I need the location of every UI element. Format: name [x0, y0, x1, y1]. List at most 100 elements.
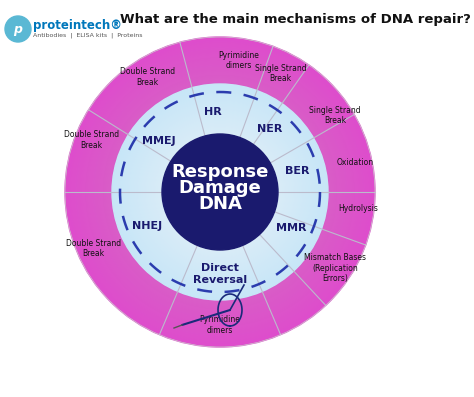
- Circle shape: [212, 184, 228, 200]
- Circle shape: [144, 116, 296, 268]
- Circle shape: [79, 50, 362, 333]
- Circle shape: [151, 123, 289, 261]
- Circle shape: [92, 64, 348, 320]
- Text: Pyrimidine
dimers: Pyrimidine dimers: [218, 50, 259, 70]
- Circle shape: [204, 176, 236, 208]
- Circle shape: [145, 116, 296, 268]
- Circle shape: [212, 184, 228, 200]
- Circle shape: [162, 134, 278, 250]
- Circle shape: [148, 120, 292, 264]
- Text: NER: NER: [256, 124, 282, 134]
- Circle shape: [210, 182, 230, 202]
- Circle shape: [181, 153, 259, 231]
- Circle shape: [159, 131, 281, 253]
- Circle shape: [189, 161, 251, 223]
- Circle shape: [156, 128, 284, 256]
- Circle shape: [67, 39, 373, 345]
- Circle shape: [120, 92, 320, 292]
- Circle shape: [189, 161, 251, 223]
- Circle shape: [96, 68, 344, 316]
- Circle shape: [135, 107, 305, 277]
- Circle shape: [183, 155, 257, 229]
- Circle shape: [137, 109, 303, 275]
- Circle shape: [160, 132, 280, 252]
- Circle shape: [65, 37, 375, 347]
- Circle shape: [94, 66, 346, 318]
- Circle shape: [214, 186, 226, 198]
- Circle shape: [163, 135, 277, 249]
- Text: MMEJ: MMEJ: [142, 136, 175, 146]
- Circle shape: [114, 86, 326, 298]
- Circle shape: [115, 87, 325, 297]
- Text: Hydrolysis: Hydrolysis: [338, 204, 378, 213]
- Circle shape: [69, 41, 371, 343]
- Text: Double Strand
Break: Double Strand Break: [120, 67, 175, 87]
- Circle shape: [148, 120, 292, 264]
- Circle shape: [124, 96, 316, 288]
- Circle shape: [115, 87, 325, 297]
- Circle shape: [125, 97, 315, 287]
- Circle shape: [211, 183, 229, 201]
- Circle shape: [191, 163, 249, 221]
- Circle shape: [206, 178, 234, 206]
- Circle shape: [111, 83, 328, 301]
- Circle shape: [207, 179, 233, 205]
- Circle shape: [106, 78, 334, 306]
- Circle shape: [143, 115, 297, 269]
- Circle shape: [193, 165, 247, 219]
- Circle shape: [180, 152, 260, 232]
- Circle shape: [131, 103, 309, 281]
- Circle shape: [129, 101, 311, 283]
- Circle shape: [158, 130, 282, 254]
- Circle shape: [218, 190, 222, 194]
- Circle shape: [178, 150, 262, 234]
- Circle shape: [154, 126, 286, 258]
- Circle shape: [200, 172, 240, 212]
- Circle shape: [179, 151, 261, 233]
- Circle shape: [137, 109, 303, 275]
- Circle shape: [108, 80, 332, 304]
- Circle shape: [121, 93, 319, 291]
- Circle shape: [192, 164, 248, 220]
- Circle shape: [167, 139, 273, 245]
- Circle shape: [188, 160, 252, 224]
- Circle shape: [172, 144, 268, 240]
- Circle shape: [187, 159, 253, 225]
- Circle shape: [187, 159, 253, 225]
- Circle shape: [152, 124, 288, 260]
- Circle shape: [203, 175, 237, 209]
- Text: DNA: DNA: [198, 195, 242, 213]
- Circle shape: [150, 122, 290, 262]
- Circle shape: [170, 142, 270, 242]
- Text: p: p: [13, 23, 22, 35]
- Circle shape: [123, 95, 317, 289]
- Circle shape: [168, 140, 272, 244]
- Circle shape: [122, 94, 318, 290]
- Circle shape: [81, 52, 359, 331]
- Circle shape: [204, 177, 236, 208]
- Circle shape: [213, 185, 227, 199]
- Circle shape: [117, 89, 323, 295]
- Circle shape: [157, 129, 283, 255]
- Circle shape: [147, 119, 293, 265]
- Circle shape: [136, 108, 304, 276]
- Circle shape: [154, 126, 286, 258]
- Circle shape: [131, 103, 309, 281]
- Text: Damage: Damage: [179, 179, 261, 197]
- Circle shape: [173, 145, 266, 239]
- Circle shape: [160, 132, 280, 252]
- Circle shape: [113, 85, 327, 299]
- Circle shape: [128, 100, 312, 284]
- Circle shape: [112, 84, 328, 300]
- Circle shape: [216, 188, 224, 196]
- Circle shape: [100, 72, 340, 312]
- Circle shape: [121, 93, 319, 291]
- Text: What are the main mechanisms of DNA repair?: What are the main mechanisms of DNA repa…: [119, 12, 470, 25]
- Circle shape: [129, 101, 311, 283]
- Text: Antibodies  |  ELISA kits  |  Proteins: Antibodies | ELISA kits | Proteins: [33, 32, 143, 38]
- Circle shape: [146, 118, 294, 266]
- Circle shape: [90, 62, 350, 322]
- Circle shape: [170, 142, 270, 243]
- Circle shape: [194, 166, 246, 218]
- Circle shape: [168, 140, 272, 244]
